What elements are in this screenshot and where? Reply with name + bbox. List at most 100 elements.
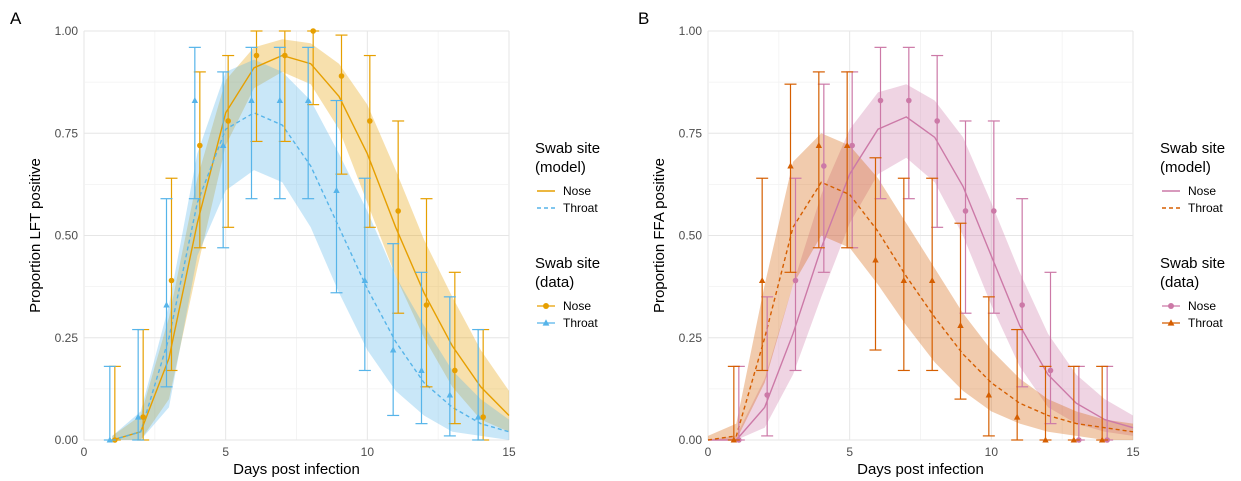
legend-entry-label: Nose: [563, 184, 591, 198]
data-point: [163, 301, 170, 308]
error-bar: [193, 71, 206, 249]
error-bar: [987, 120, 1000, 314]
data-point: [815, 142, 823, 149]
error-bar: [387, 243, 400, 417]
data-series-throat: [103, 46, 485, 443]
y-tick-label: 0.25: [55, 331, 79, 345]
error-bar: [982, 296, 995, 437]
error-bar: [392, 120, 405, 314]
error-bar: [931, 54, 944, 228]
x-axis-label: Days post infection: [233, 461, 360, 478]
data-point: [474, 413, 482, 420]
x-tick-label: 5: [222, 445, 229, 459]
data-point: [934, 118, 940, 124]
x-tick-label: 10: [361, 445, 375, 459]
data-point: [849, 142, 855, 149]
data-point: [134, 413, 142, 420]
error-bar: [160, 198, 173, 388]
data-point: [106, 436, 114, 443]
error-bar: [302, 46, 315, 200]
data-point: [168, 277, 175, 284]
legend-entry-label: Nose: [563, 299, 591, 313]
error-bar: [363, 54, 376, 228]
error-bar: [132, 328, 145, 441]
error-bar: [902, 46, 915, 200]
error-bar: [954, 222, 967, 400]
error-bar: [188, 46, 201, 200]
x-tick-label: 5: [846, 445, 853, 459]
data-point: [957, 321, 964, 328]
error-bar: [926, 177, 939, 372]
data-point: [962, 208, 969, 214]
data-point: [310, 28, 316, 34]
chart-panel-b: B 0 5 10 15 0.00 0.25 0.50 0.75 1.00 Days post inf…: [638, 9, 1225, 478]
model-line-throat: [707, 181, 1134, 441]
model-line-nose: [708, 116, 1134, 441]
ribbon-throat: [708, 133, 1133, 441]
legend-entry-label: Nose: [1188, 299, 1216, 313]
data-point: [248, 97, 255, 104]
data-point: [480, 414, 486, 420]
error-bar: [1044, 271, 1057, 425]
data-point: [900, 276, 908, 283]
data-point: [452, 367, 458, 374]
y-tick-label: 0.00: [55, 433, 79, 447]
data-point: [253, 52, 260, 59]
ribbon-throat: [112, 59, 510, 440]
data-point: [1047, 367, 1054, 374]
chart-panel-a: A 0 5 10 15 0.00 0.25 0.50 0.75 1.00 Days post inf…: [10, 9, 600, 478]
data-point: [446, 391, 454, 398]
error-bar: [841, 71, 854, 249]
y-tick-label: 1.00: [55, 24, 79, 38]
gridlines: [83, 30, 510, 441]
data-point: [730, 436, 738, 443]
data-point: [423, 302, 430, 308]
y-axis-label: Proportion FFA positive: [651, 158, 668, 313]
data-point: [1098, 436, 1106, 443]
error-bar: [448, 271, 461, 425]
error-bar: [874, 46, 887, 200]
data-point: [821, 163, 827, 169]
panel-label: A: [10, 9, 22, 28]
data-point: [764, 392, 770, 398]
legend-key-marker: [542, 319, 550, 326]
data-point: [418, 366, 425, 373]
error-bar: [869, 157, 882, 351]
y-tick-label: 1.00: [679, 24, 703, 38]
legend-key-marker: [543, 303, 549, 309]
data-point: [191, 97, 199, 104]
data-series-throat: [727, 71, 1109, 443]
data-point: [787, 162, 794, 169]
data-point: [758, 276, 766, 283]
data-point: [991, 208, 997, 214]
legend-title-line: Swab site: [535, 255, 600, 272]
x-tick-label: 15: [1126, 445, 1140, 459]
x-tick-label: 10: [985, 445, 999, 459]
data-point: [1019, 302, 1025, 308]
legend-title-line: (model): [1160, 159, 1211, 176]
data-point: [304, 97, 312, 104]
data-point: [361, 276, 369, 283]
legend-key-marker: [1167, 319, 1175, 326]
legend-entry-label: Throat: [563, 316, 598, 330]
data-point: [197, 142, 203, 149]
legend-model: Swab site (model) Nose Throat: [535, 140, 600, 215]
data-point: [395, 208, 401, 214]
error-bar: [812, 71, 825, 249]
error-bar: [103, 365, 116, 441]
data-point: [338, 73, 345, 79]
ribbon-nose: [112, 39, 510, 440]
y-tick-label: 0.50: [55, 229, 79, 243]
error-bar: [761, 296, 774, 437]
data-point: [985, 391, 993, 398]
y-tick-label: 0.75: [55, 126, 79, 140]
data-point: [1070, 436, 1078, 443]
gridlines: [707, 30, 1134, 441]
error-bar: [756, 177, 769, 372]
error-bar: [273, 46, 286, 200]
legend-title-line: (data): [1160, 274, 1199, 291]
error-bar: [784, 83, 797, 273]
legend-data: Swab site (data) Nose Throat: [535, 255, 600, 330]
error-bar: [959, 120, 972, 314]
